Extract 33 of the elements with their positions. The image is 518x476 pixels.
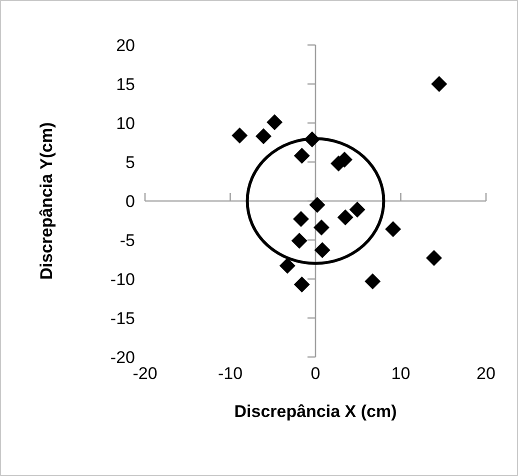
point [426, 250, 442, 266]
point [255, 128, 272, 144]
y-tick-label: -20 [110, 348, 135, 367]
point [313, 220, 330, 236]
x-tick-label: 0 [310, 364, 320, 383]
y-axis-title: Discrepância Y(cm) [37, 122, 56, 280]
point [291, 232, 308, 249]
point [294, 276, 310, 292]
point [279, 258, 296, 274]
y-tick-label: 10 [116, 114, 135, 133]
x-axis-title: Discrepância X (cm) [234, 402, 397, 421]
point [337, 209, 354, 226]
point [385, 221, 402, 238]
y-tick-label: -15 [110, 308, 135, 328]
y-tick-label: 5 [126, 152, 135, 172]
y-tick-label: -5 [120, 230, 135, 250]
point [293, 210, 310, 227]
x-tick-label: 20 [476, 364, 496, 383]
point [266, 114, 283, 130]
point [294, 148, 310, 164]
point [304, 131, 320, 148]
y-tick-label: 15 [116, 74, 135, 94]
point [309, 196, 326, 213]
point [431, 76, 448, 92]
point [349, 202, 366, 218]
point [364, 273, 381, 290]
x-tick-label: 10 [391, 364, 410, 383]
y-tick-label: 0 [126, 192, 135, 211]
point [314, 242, 330, 258]
y-tick-label: -10 [110, 270, 135, 289]
y-tick-label: 20 [116, 36, 135, 55]
point [232, 127, 248, 144]
x-tick-label: -10 [218, 364, 243, 383]
